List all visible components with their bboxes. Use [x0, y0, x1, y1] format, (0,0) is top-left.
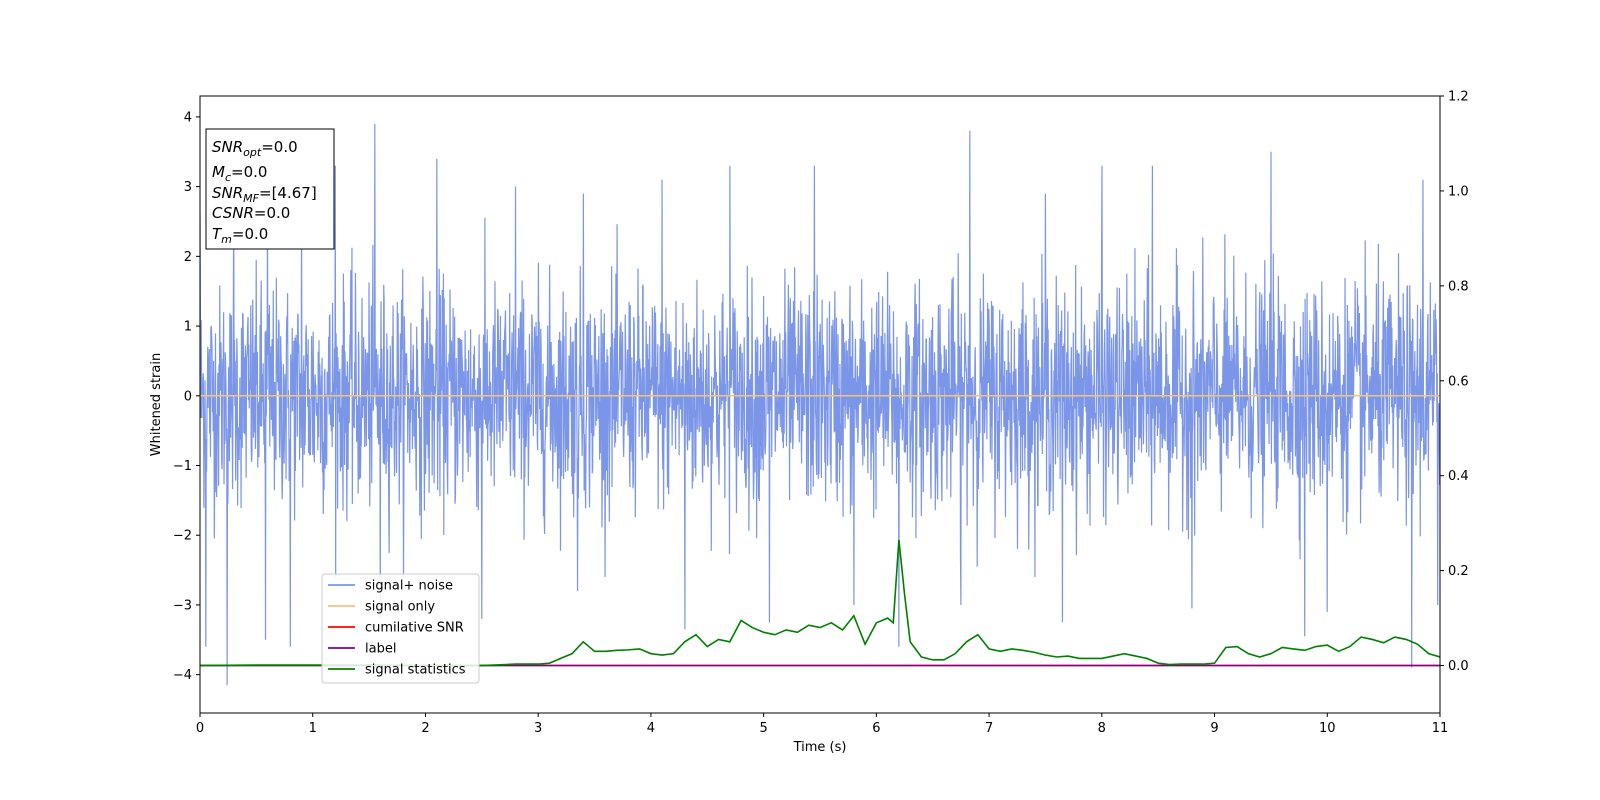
x-tick-label: 7 — [985, 721, 993, 736]
x-tick-label: 10 — [1319, 721, 1336, 736]
y-axis-right: 0.0 0.2 0.4 0.6 0.8 1.0 1.2 — [1440, 90, 1469, 674]
annotation-line: Mc=0.0 — [212, 163, 267, 184]
y-axis-label: Whitened strain — [149, 353, 164, 456]
legend-label: signal+ noise — [365, 579, 453, 594]
series-signal-statistics-line — [200, 539, 1440, 667]
y-axis-left: −4 −3 −2 −1 0 1 2 3 4 — [173, 110, 200, 683]
y-tick-label: 1 — [184, 320, 192, 335]
y-tick-label: 3 — [184, 180, 192, 195]
y2-tick-label: 0.6 — [1448, 374, 1469, 389]
legend-frame — [321, 573, 480, 684]
annotation-line: Tm=0.0 — [212, 225, 268, 246]
y2-tick-label: 0.2 — [1448, 564, 1469, 579]
legend-label: cumilative SNR — [365, 621, 464, 636]
legend-item-signal-statistics: signal statistics — [328, 663, 466, 678]
x-tick-label: 6 — [872, 721, 880, 736]
x-tick-label: 5 — [759, 721, 767, 736]
x-tick-label: 8 — [1098, 721, 1106, 736]
legend-item-signal-only: signal only — [328, 600, 435, 615]
annotation-frame — [205, 128, 335, 250]
x-tick-label: 4 — [647, 721, 655, 736]
y2-tick-label: 0.0 — [1448, 659, 1469, 674]
annotation-line: SNRopt=0.0 — [212, 138, 298, 159]
y-tick-label: 0 — [184, 389, 192, 404]
y-tick-label: 2 — [184, 250, 192, 265]
legend-label: signal statistics — [365, 663, 466, 678]
y-tick-label: 4 — [184, 110, 192, 125]
legend-item-label: label — [328, 642, 396, 657]
x-tick-label: 0 — [196, 721, 204, 736]
y-tick-label: −2 — [173, 529, 192, 544]
legend-label: label — [365, 642, 396, 657]
y2-tick-label: 0.4 — [1448, 469, 1469, 484]
legend-label: signal only — [365, 600, 435, 615]
y2-tick-label: 1.2 — [1448, 90, 1469, 105]
x-tick-label: 3 — [534, 721, 542, 736]
axes-frame — [199, 95, 1441, 714]
y-tick-label: −1 — [173, 459, 192, 474]
x-tick-label: 1 — [309, 721, 317, 736]
x-tick-label: 9 — [1210, 721, 1218, 736]
series-signal-noise-line — [200, 123, 1440, 686]
x-axis-label: Time (s) — [793, 740, 847, 755]
x-tick-label: 11 — [1432, 721, 1449, 736]
y2-tick-label: 0.8 — [1448, 279, 1469, 294]
legend-item-signal-noise: signal+ noise — [328, 579, 453, 594]
y-tick-label: −3 — [173, 598, 192, 613]
legend-item-cumulative-snr: cumilative SNR — [328, 621, 464, 636]
annotation-line: CSNR=0.0 — [212, 204, 290, 222]
legend: signal+ noise signal only cumilative SNR la… — [321, 573, 480, 684]
y2-tick-label: 1.0 — [1448, 184, 1469, 199]
annotation-line: SNRMF=[4.67] — [212, 184, 317, 205]
y-tick-label: −4 — [173, 668, 192, 683]
x-tick-label: 2 — [421, 721, 429, 736]
x-axis: 0 1 2 3 4 5 6 7 8 9 10 11 — [196, 713, 1448, 736]
